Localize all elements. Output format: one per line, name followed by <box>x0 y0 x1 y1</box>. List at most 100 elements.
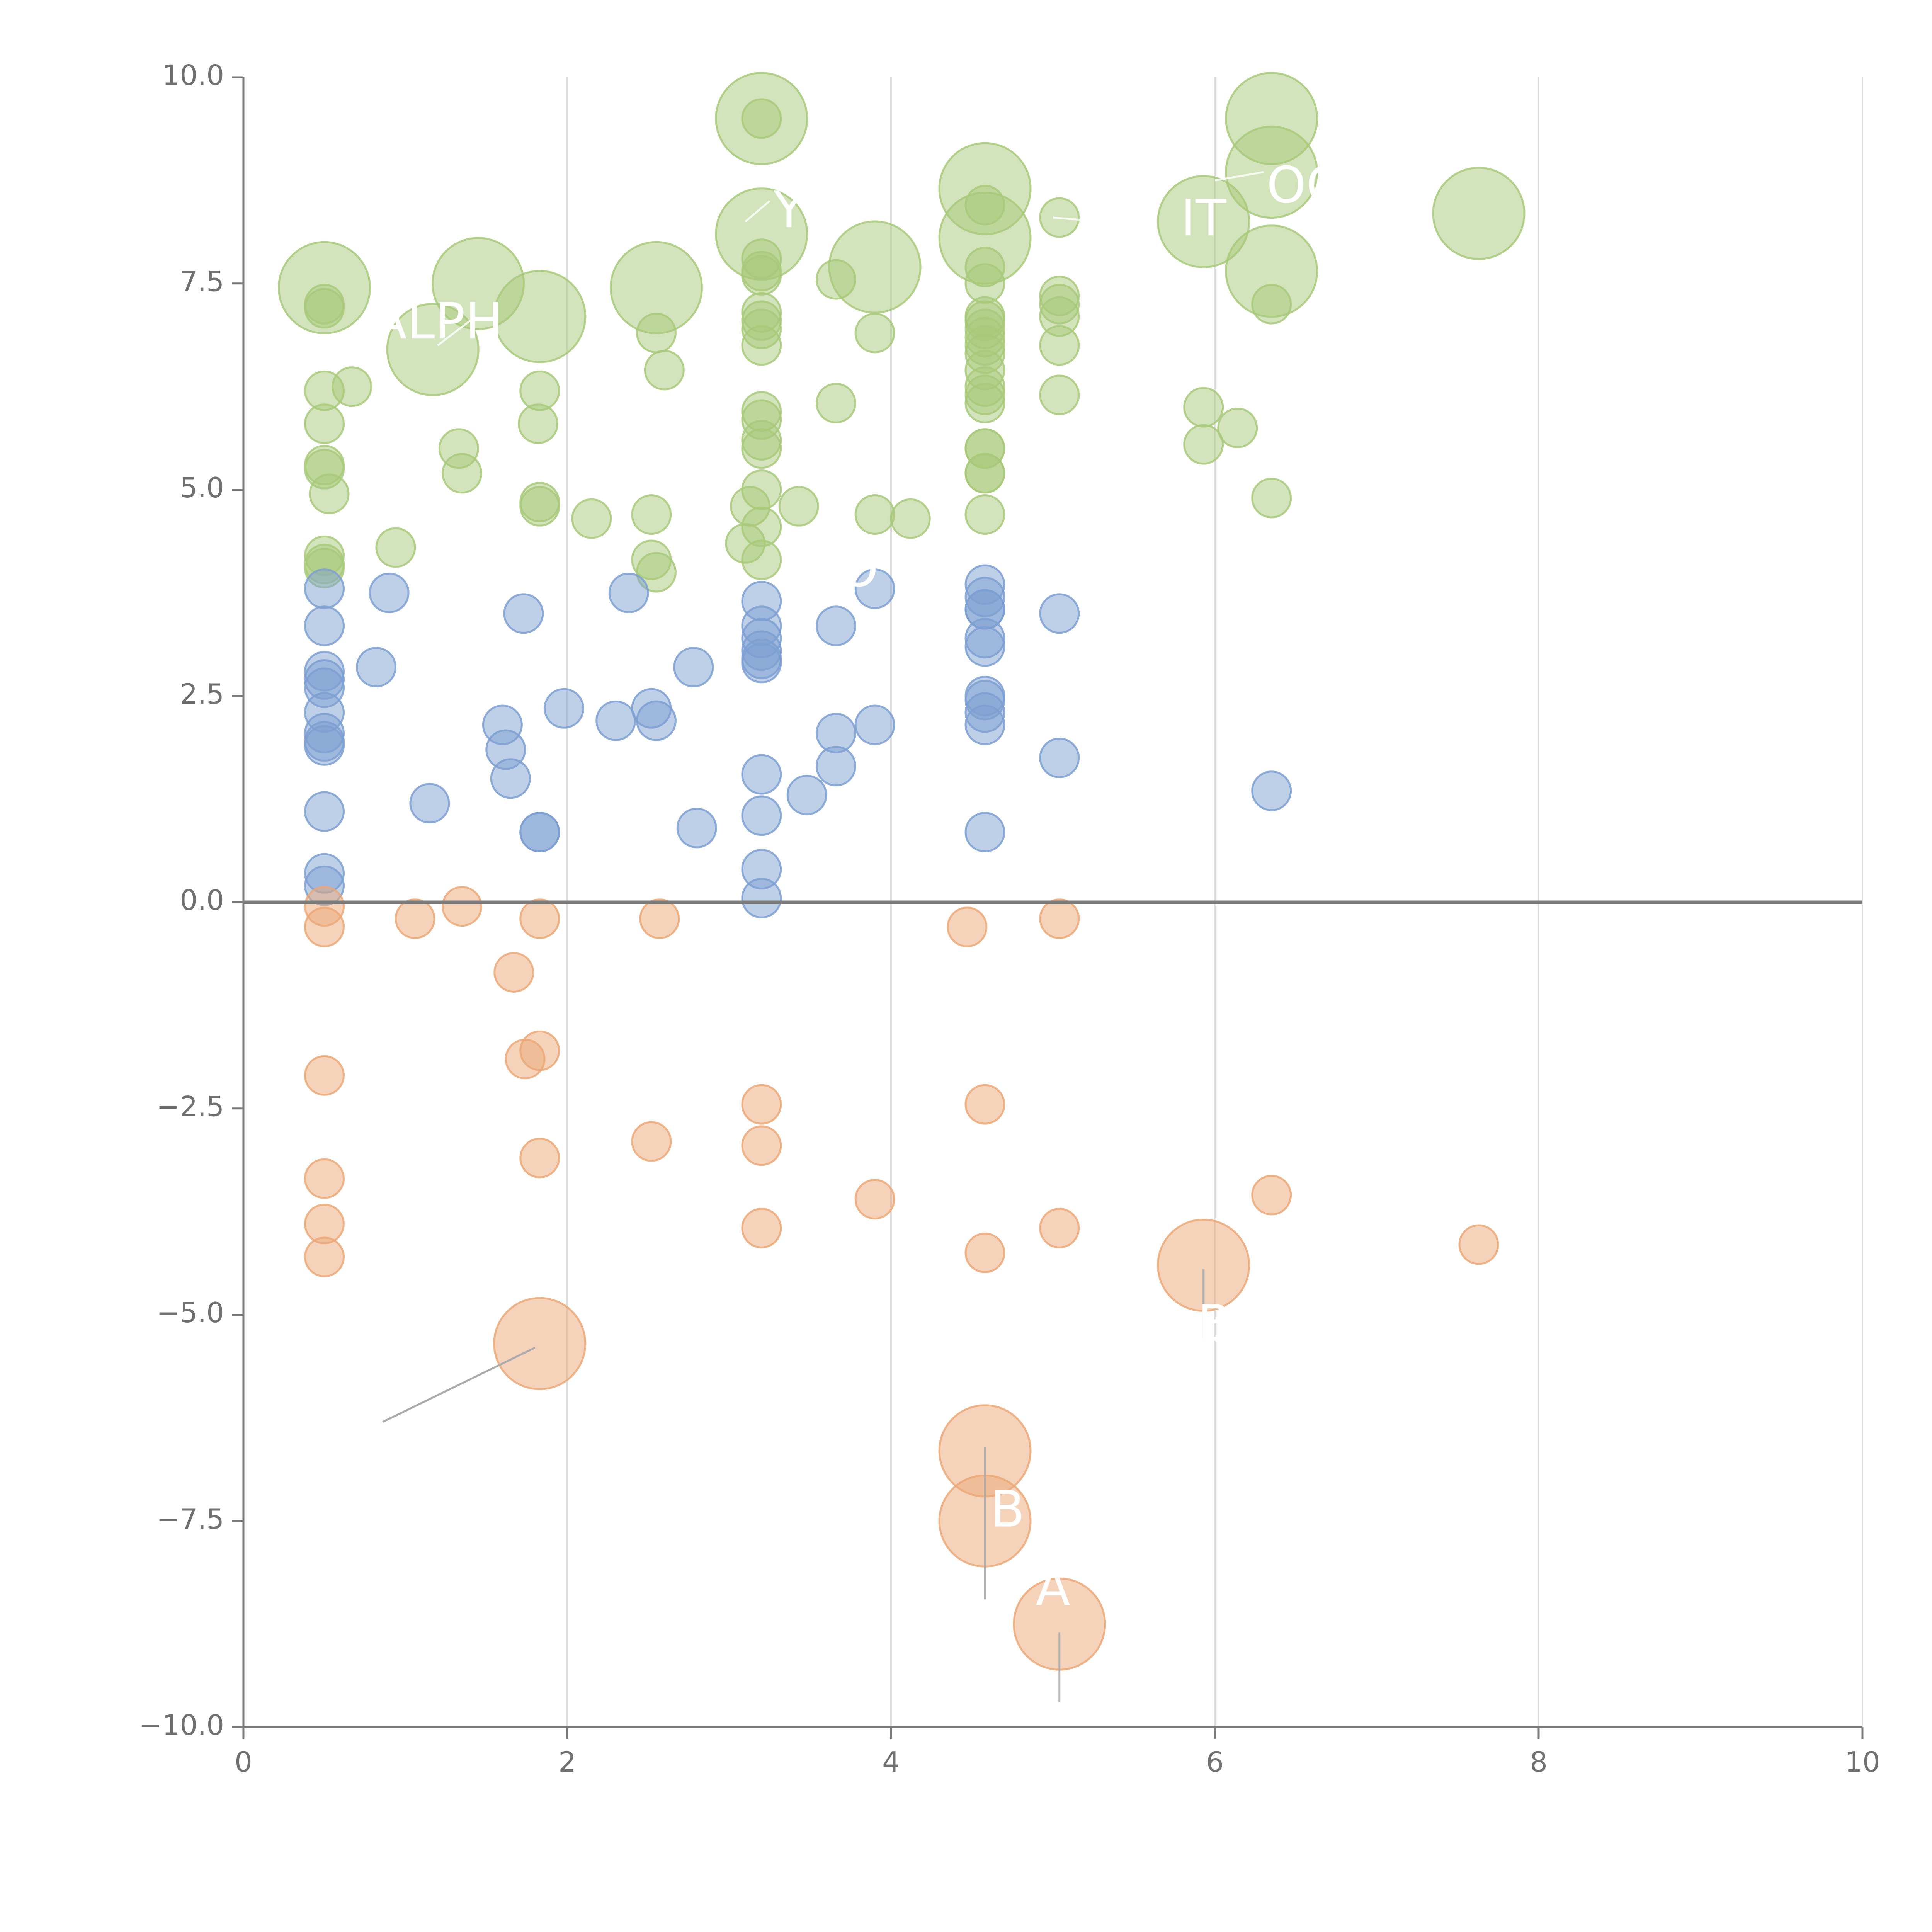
data-point-negative <box>493 952 534 993</box>
data-point-positive-high <box>1217 407 1258 448</box>
y-tick-label: 5.0 <box>180 471 224 504</box>
data-point-positive-low <box>854 704 895 745</box>
data-point-positive-high <box>741 325 782 366</box>
data-point-negative <box>741 1208 782 1248</box>
data-point-positive-low <box>816 746 857 787</box>
data-point-positive-high <box>1225 126 1318 219</box>
data-point-positive-high <box>1039 374 1080 415</box>
data-point-positive-low <box>304 791 345 832</box>
data-point-positive-high <box>854 313 895 354</box>
data-point-positive-high <box>741 428 782 469</box>
data-point-positive-low <box>741 754 782 795</box>
leaders <box>382 171 1264 1702</box>
annotation-label: OC <box>1267 156 1341 214</box>
data-point-positive-low <box>409 783 450 824</box>
data-point-negative <box>304 1055 345 1096</box>
y-tick-label: −2.5 <box>156 1090 224 1122</box>
y-tick-label: −10.0 <box>139 1709 224 1742</box>
data-point-positive-high <box>828 220 922 314</box>
x-tick-label: 4 <box>882 1746 900 1778</box>
x-tick-label: 2 <box>558 1746 576 1778</box>
data-point-negative <box>741 1084 782 1125</box>
x-tick-label: 0 <box>235 1746 252 1778</box>
data-point-negative <box>1039 898 1080 939</box>
data-point-negative <box>1039 1208 1080 1248</box>
data-point-positive-high <box>375 527 416 568</box>
data-point-negative <box>519 1138 560 1179</box>
data-point-positive-high <box>1157 175 1250 269</box>
data-point-positive-low <box>741 643 782 684</box>
data-point-negative <box>519 1030 560 1071</box>
data-point-positive-high <box>964 383 1005 423</box>
data-point-positive-low <box>741 795 782 836</box>
y-tick-label: 10.0 <box>162 59 224 92</box>
data-point-positive-high <box>741 255 782 296</box>
y-tick-label: −7.5 <box>156 1503 224 1535</box>
data-point-positive-low <box>369 572 410 613</box>
data-point-positive-high <box>304 284 345 325</box>
data-point-negative <box>1251 1175 1292 1216</box>
y-tick-label: −5.0 <box>156 1296 224 1329</box>
data-point-positive-high <box>571 498 612 539</box>
data-point-negative <box>519 898 560 939</box>
data-point-positive-high <box>1183 387 1224 428</box>
data-point-negative <box>1458 1224 1499 1265</box>
data-point-positive-low <box>356 647 397 688</box>
data-point-negative <box>395 898 435 939</box>
data-point-positive-high <box>519 486 560 527</box>
data-point-positive-high <box>964 453 1005 494</box>
data-point-positive-low <box>676 808 717 849</box>
data-point-positive-low <box>503 593 544 634</box>
annotation-leader <box>1214 171 1264 182</box>
data-point-positive-low <box>519 812 560 853</box>
annotation-label: O <box>839 539 878 598</box>
data-point-positive-low <box>1251 770 1292 811</box>
data-point-positive-high <box>636 313 677 354</box>
data-point-positive-low <box>1039 593 1080 634</box>
data-point-negative <box>304 1236 345 1277</box>
data-point-positive-high <box>1432 167 1526 260</box>
data-point-positive-high <box>964 494 1005 535</box>
data-point-positive-high <box>854 494 895 535</box>
annotation-label: B <box>990 1480 1025 1539</box>
data-point-positive-high <box>778 486 819 527</box>
y-tick-label: 0.0 <box>180 884 224 917</box>
data-point-negative <box>639 898 680 939</box>
data-point-negative <box>442 886 483 927</box>
data-point-positive-high <box>644 350 685 391</box>
data-point-positive-low <box>741 878 782 918</box>
data-point-positive-low <box>673 647 714 688</box>
data-point-positive-low <box>490 758 531 799</box>
data-point-positive-high <box>386 303 480 396</box>
data-point-positive-low <box>636 700 677 741</box>
annotation-label: IT <box>1181 189 1226 247</box>
data-point-positive-high <box>332 366 372 407</box>
annotation-label: ALPH <box>372 292 503 350</box>
data-point-positive-high <box>1039 325 1080 366</box>
axes: −10.0 −7.5 −5.0 −2.5 0.0 2.5 5.0 7.5 10.0 0 2 4 6 8 10 <box>139 59 1880 1778</box>
data-point-positive-high <box>816 383 857 423</box>
data-point-positive-high <box>442 453 483 494</box>
annotation-leader <box>850 551 867 561</box>
x-tick-label: 6 <box>1206 1746 1224 1778</box>
data-point-positive-high <box>518 403 559 444</box>
data-point-positive-high <box>309 473 350 514</box>
data-point-positive-low <box>608 572 649 613</box>
data-point-positive-high <box>304 403 345 444</box>
data-point-negative <box>947 906 988 947</box>
data-point-positive-high <box>1251 478 1292 519</box>
data-point-positive-low <box>786 774 827 815</box>
data-point-negative <box>304 1158 345 1199</box>
annotation-leader <box>1053 216 1150 227</box>
annotation-leader <box>437 320 471 346</box>
data-point-negative <box>964 1232 1005 1273</box>
data-point-positive-high <box>1183 424 1224 465</box>
y-tick-label: 7.5 <box>180 265 224 298</box>
data-point-negative <box>854 1179 895 1220</box>
annotation-label: B <box>1197 1294 1232 1353</box>
points <box>278 72 1526 1671</box>
annotation-leader <box>745 200 770 223</box>
data-point-positive-low <box>1039 737 1080 778</box>
